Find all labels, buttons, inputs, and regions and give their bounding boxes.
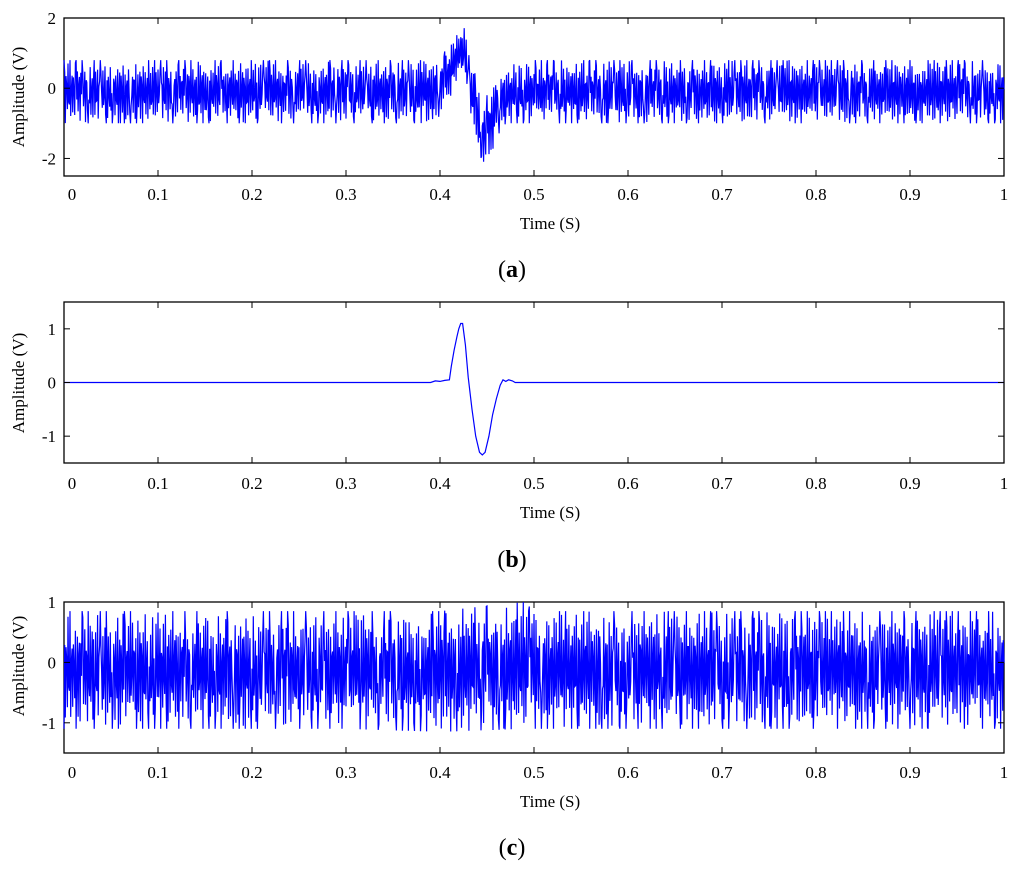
panel-c-xtick-label: 0.4	[429, 763, 451, 782]
panel-b-xtick-label: 0.1	[147, 474, 168, 493]
panel-c: 0 0.1 0.2 0.3 0.4 0.5 0.6 0.7 0.8 0.9 1 -1 0 1 Time (…	[9, 593, 1008, 861]
panel-c-xtick-label: 0.1	[147, 763, 168, 782]
panel-a-xtick-label: 0.7	[711, 185, 733, 204]
panel-a-xtick-label: 1	[1000, 185, 1009, 204]
panel-b-xtick-label: 0.2	[241, 474, 262, 493]
panel-a-signal	[63, 28, 1005, 162]
panel-b-xtick-label: 0.7	[711, 474, 733, 493]
panel-b-ytick-label: -1	[42, 427, 56, 446]
panel-c-xtick-label: 0.5	[523, 763, 544, 782]
panel-a-ylabel: Amplitude (V)	[9, 47, 28, 148]
panel-a-xtick-label: 0	[68, 185, 77, 204]
panel-a-ytick-label: -2	[42, 149, 56, 168]
panel-b-caption-letter: b	[505, 547, 518, 573]
panel-b-xtick-label: 1	[1000, 474, 1009, 493]
panel-b-xtick-label: 0.9	[899, 474, 920, 493]
panel-c-signal	[63, 602, 1005, 732]
panel-a-ticks: 0 0.1 0.2 0.3 0.4 0.5 0.6 0.7 0.8 0.9 1 -2 0 2	[42, 9, 1008, 204]
panel-c-xtick-label: 0.9	[899, 763, 920, 782]
panel-b-xlabel: Time (S)	[520, 503, 580, 522]
panel-c-caption: (c)	[499, 835, 526, 861]
panel-a-xtick-label: 0.6	[617, 185, 638, 204]
panel-b-xtick-label: 0.8	[805, 474, 826, 493]
panel-a-caption: (a)	[498, 257, 526, 283]
panel-c-ytick-label: -1	[42, 714, 56, 733]
panel-a-xtick-label: 0.8	[805, 185, 826, 204]
panel-c-xtick-label: 0.8	[805, 763, 826, 782]
panel-c-ticks: 0 0.1 0.2 0.3 0.4 0.5 0.6 0.7 0.8 0.9 1 -1 0 1	[42, 593, 1008, 782]
panel-a-ytick-label: 2	[48, 9, 57, 28]
panel-b: 0 0.1 0.2 0.3 0.4 0.5 0.6 0.7 0.8 0.9 1 -1 0 1 Time (…	[9, 301, 1008, 573]
panel-a-caption-letter: a	[506, 257, 518, 283]
panel-b-ticks: 0 0.1 0.2 0.3 0.4 0.5 0.6 0.7 0.8 0.9 1 -1 0 1	[42, 302, 1008, 493]
panel-c-caption-letter: c	[507, 835, 518, 861]
panel-b-ylabel: Amplitude (V)	[9, 333, 28, 434]
panel-a-signal-line	[63, 28, 1005, 162]
panel-a-xlabel: Time (S)	[520, 214, 580, 233]
panel-c-xtick-label: 0.6	[617, 763, 638, 782]
panel-a-xtick-label: 0.3	[335, 185, 356, 204]
panel-c-xlabel: Time (S)	[520, 792, 580, 811]
panel-a-xtick-label: 0.4	[429, 185, 451, 204]
panel-a-xtick-label: 0.1	[147, 185, 168, 204]
panel-b-xtick-label: 0.6	[617, 474, 638, 493]
panel-c-ylabel: Amplitude (V)	[9, 616, 28, 717]
panel-c-xtick-label: 0.7	[711, 763, 733, 782]
panel-b-caption: (b)	[497, 547, 526, 573]
panel-c-ytick-label: 0	[48, 653, 57, 672]
panel-c-signal-line	[63, 602, 1005, 732]
panel-c-xtick-label: 0	[68, 763, 77, 782]
panel-b-signal	[64, 322, 1004, 456]
panel-a-xtick-label: 0.5	[523, 185, 544, 204]
panel-b-xtick-label: 0.5	[523, 474, 544, 493]
panel-a-xtick-label: 0.9	[899, 185, 920, 204]
panel-b-xtick-label: 0.4	[429, 474, 451, 493]
panel-c-xtick-label: 0.2	[241, 763, 262, 782]
panel-b-ytick-label: 1	[48, 320, 57, 339]
panel-c-xtick-label: 0.3	[335, 763, 356, 782]
panel-b-ytick-label: 0	[48, 374, 57, 393]
panel-a: 0 0.1 0.2 0.3 0.4 0.5 0.6 0.7 0.8 0.9 1 -2 0 2 Time (…	[9, 9, 1008, 283]
panel-a-xtick-label: 0.2	[241, 185, 262, 204]
panel-c-xtick-label: 1	[1000, 763, 1009, 782]
panel-b-signal-line	[64, 322, 1004, 456]
panel-a-ytick-label: 0	[48, 79, 57, 98]
panel-b-xtick-label: 0	[68, 474, 77, 493]
panel-c-ytick-label: 1	[48, 593, 57, 612]
panel-b-xtick-label: 0.3	[335, 474, 356, 493]
